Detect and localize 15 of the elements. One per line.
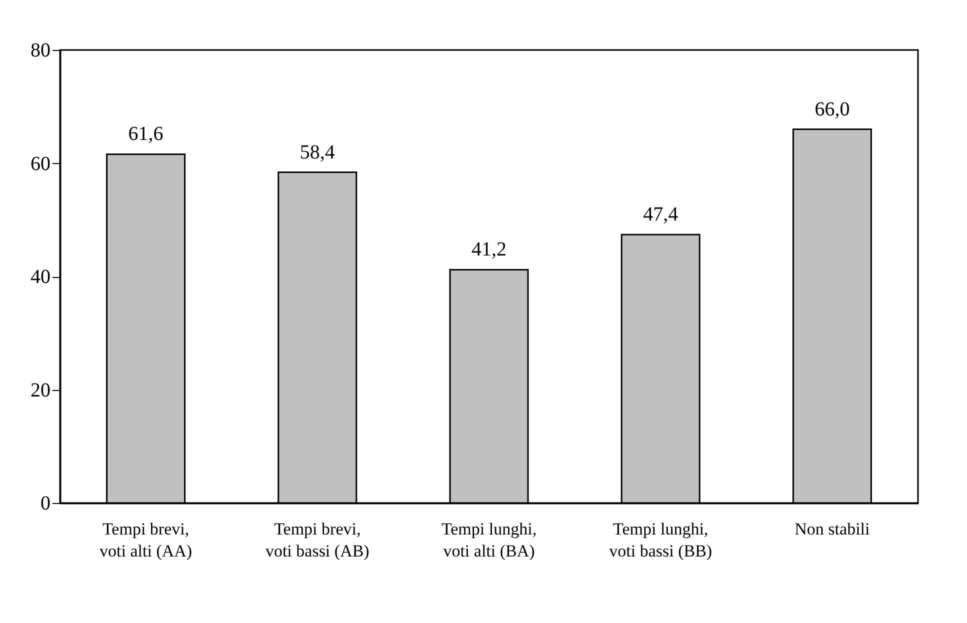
y-tick-label: 20	[30, 379, 50, 402]
data-label: 41,2	[472, 238, 506, 261]
data-label: 66,0	[814, 98, 850, 120]
y-tick-label: 40	[30, 266, 50, 288]
x-tick-label: Tempi lunghi, voti alti (BA)	[441, 520, 537, 560]
y-tick-label: 80	[30, 40, 50, 62]
data-label: 61,6	[128, 123, 164, 146]
x-tick-label: Tempi brevi, voti bassi (AB)	[265, 520, 370, 560]
data-label: 58,4	[300, 141, 335, 164]
x-tick-label: Tempi brevi, voti alti (AA)	[100, 520, 192, 560]
y-tick-label: 60	[30, 152, 50, 175]
data-label: 47,4	[643, 204, 678, 226]
x-tick-label: Tempi lunghi, voti bassi (BB)	[609, 520, 712, 560]
x-tick-label: Non stabili	[794, 520, 870, 538]
y-tick-label: 0	[40, 492, 50, 514]
